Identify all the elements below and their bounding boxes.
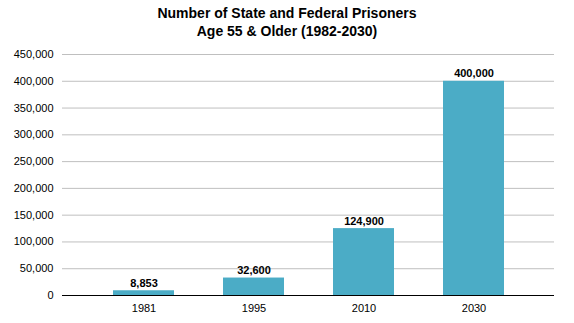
svg-text:200,000: 200,000 (14, 182, 54, 194)
svg-text:450,000: 450,000 (14, 48, 54, 60)
svg-text:1981: 1981 (132, 302, 156, 314)
svg-text:1995: 1995 (242, 302, 266, 314)
svg-text:400,000: 400,000 (454, 67, 494, 79)
svg-text:400,000: 400,000 (14, 75, 54, 87)
svg-text:100,000: 100,000 (14, 235, 54, 247)
svg-text:250,000: 250,000 (14, 155, 54, 167)
svg-text:8,853: 8,853 (130, 277, 158, 289)
html-text:Age 55 & Older (1982-2030): Age 55 & Older (1982-2030) (196, 23, 378, 39)
html-text:Number of State and Federal Pr: Number of State and Federal Prisoners (157, 5, 417, 21)
svg-text:2030: 2030 (462, 302, 486, 314)
svg-text:32,600: 32,600 (237, 264, 271, 276)
svg-text:300,000: 300,000 (14, 128, 54, 140)
svg-text:350,000: 350,000 (14, 102, 54, 114)
svg-text:150,000: 150,000 (14, 209, 54, 221)
svg-text:0: 0 (47, 289, 53, 301)
svg-text:50,000: 50,000 (20, 262, 54, 274)
svg-text:124,900: 124,900 (344, 215, 384, 227)
svg-text:2010: 2010 (352, 302, 376, 314)
